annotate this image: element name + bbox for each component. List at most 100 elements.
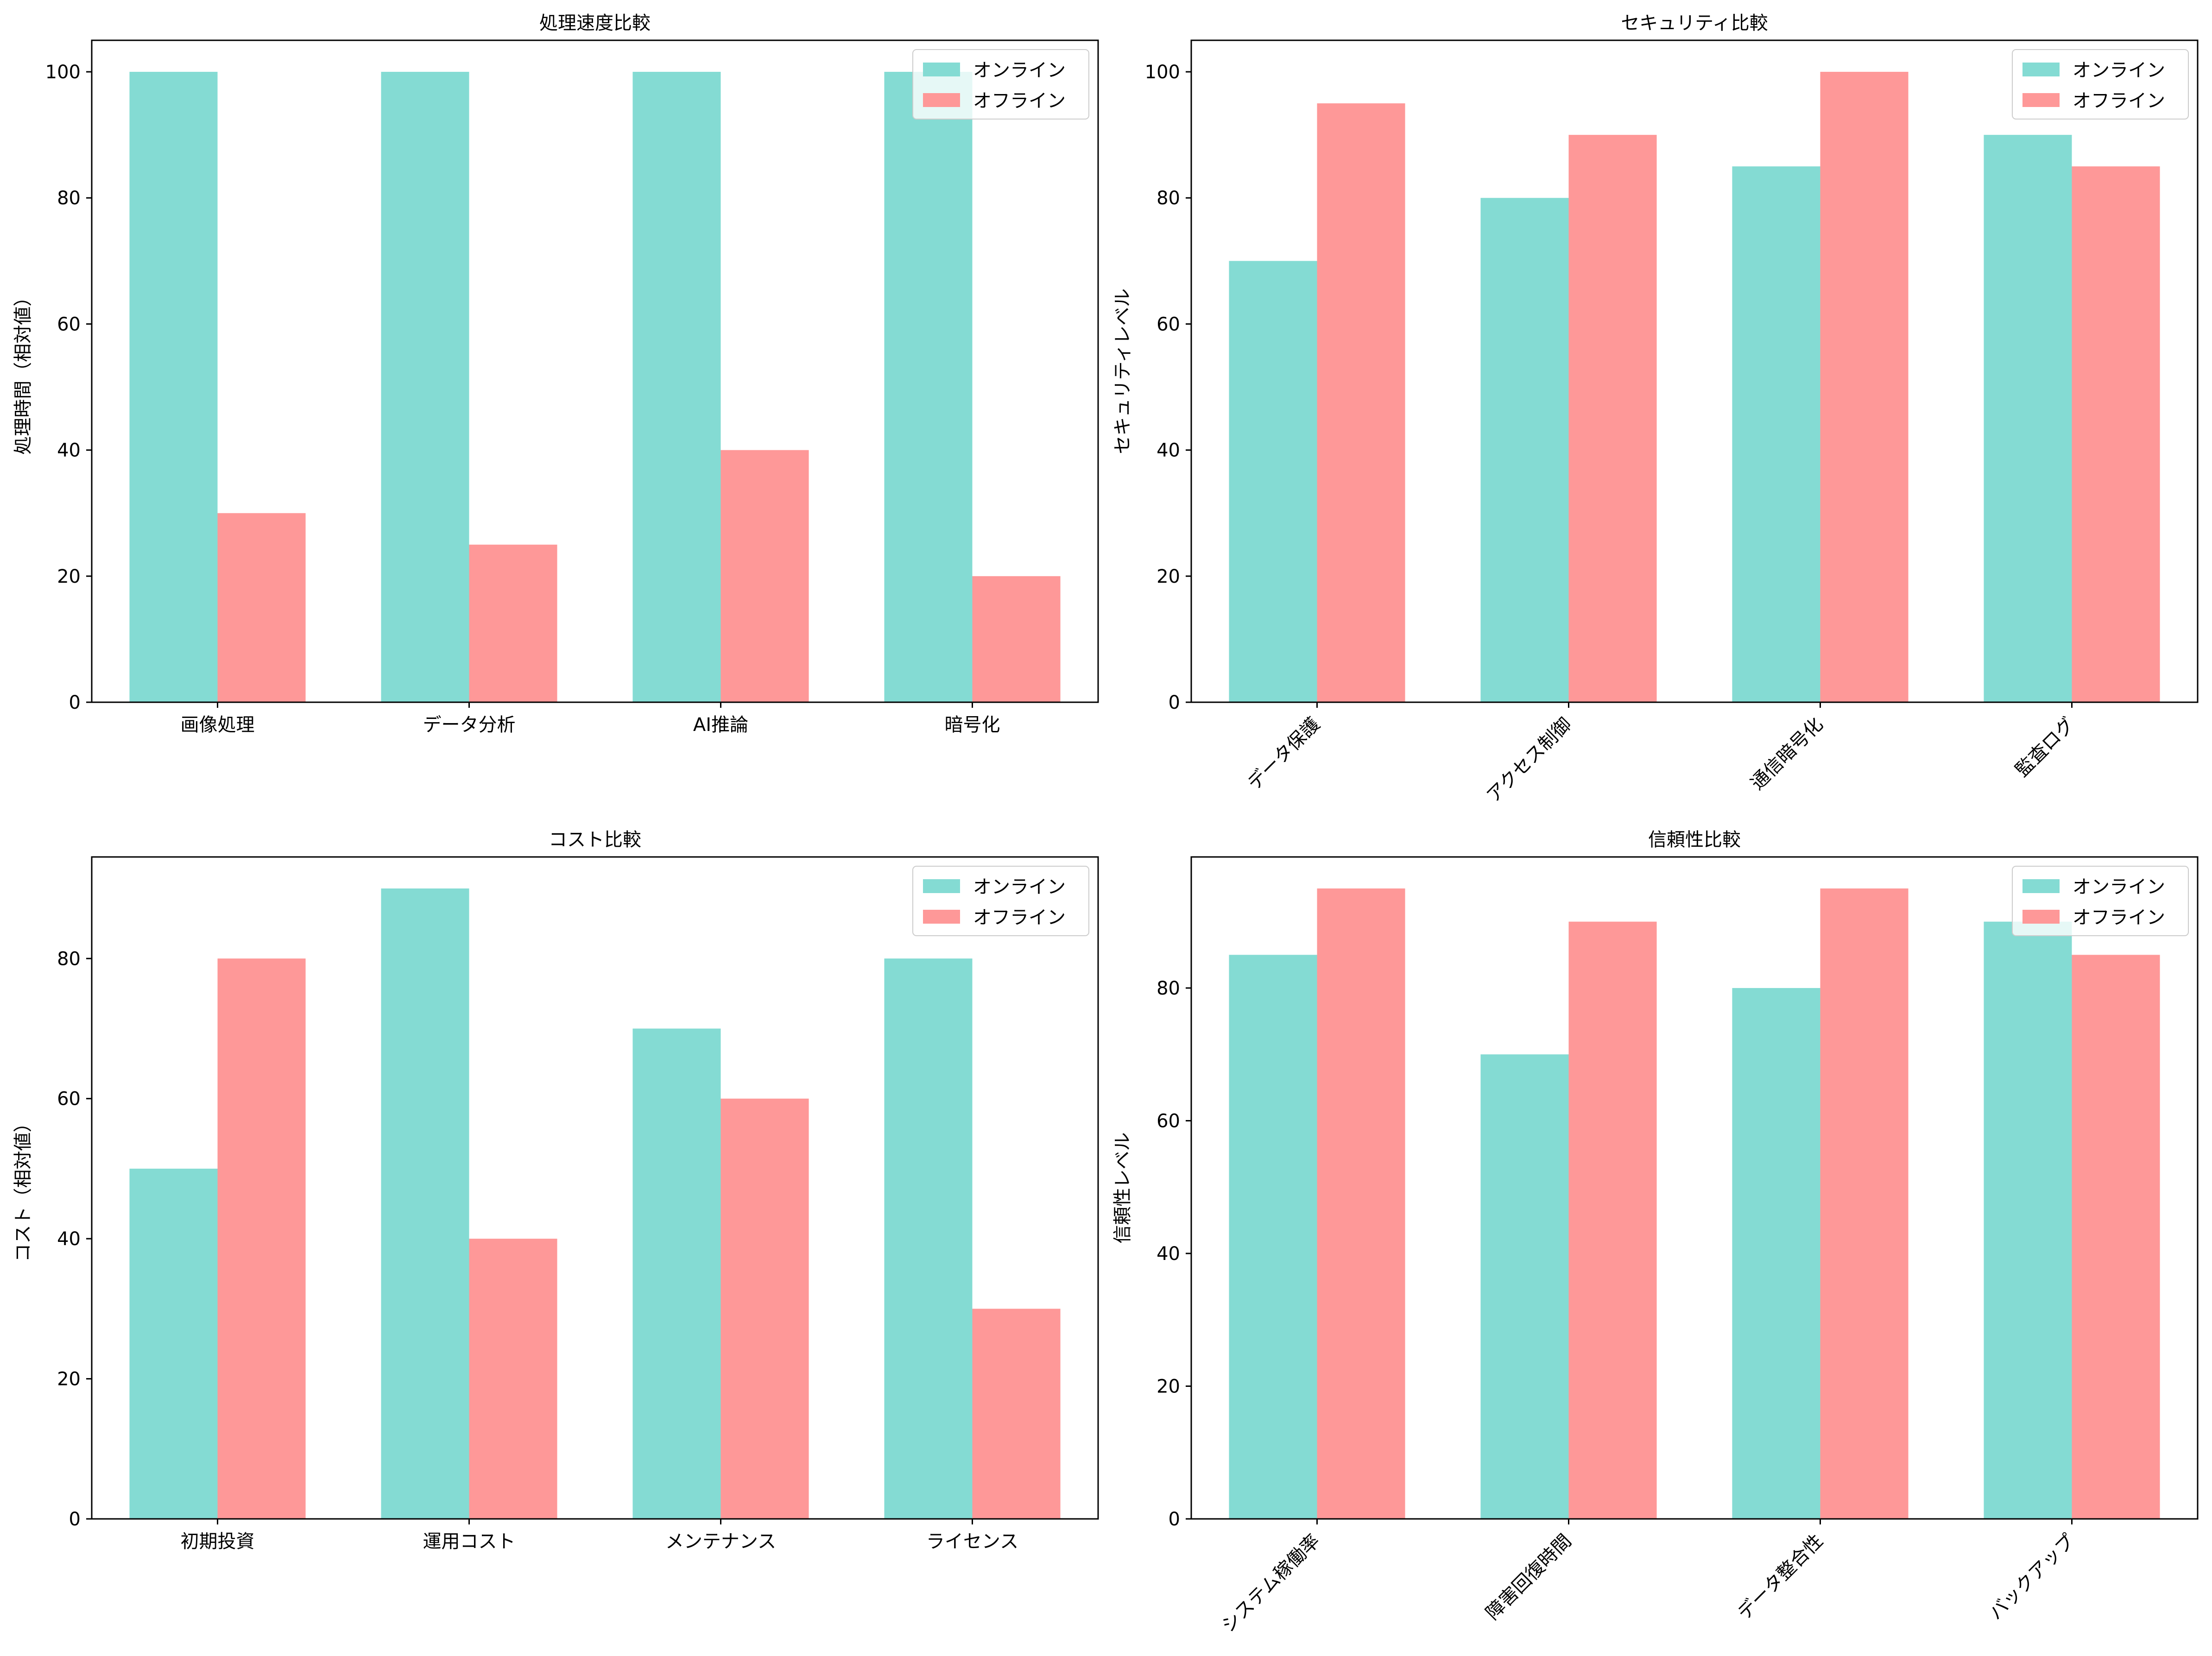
x-tick-label: アクセス制御 xyxy=(1483,714,1576,807)
bar-online-3 xyxy=(1732,166,1820,703)
bar-offline-4 xyxy=(2072,955,2160,1519)
chart-panel-2: 0 20 40 60 80 100 データ保護 アクセス制御 通信暗号化 監査ログ セキュリティ比較… xyxy=(1112,13,2199,807)
legend-swatch-online xyxy=(2022,63,2060,76)
legend-label-online: オンライン xyxy=(2073,60,2165,81)
y-tick-label: 20 xyxy=(57,566,81,587)
x-tick-label: システム稼働率 xyxy=(1218,1530,1324,1637)
axes-frame xyxy=(1190,856,2199,1520)
chart-panel-4: 0 20 40 60 80 システム稼働率 障害回復時間 データ整合性 バックアップ 信頼性比較信… xyxy=(1112,829,2199,1637)
y-tick-label: 80 xyxy=(57,188,81,209)
x-tick-label: 運用コスト xyxy=(423,1531,516,1552)
bar-offline-1 xyxy=(217,958,306,1519)
legend-swatch-online xyxy=(923,879,960,893)
chart-title: 処理速度比較 xyxy=(539,13,651,34)
axes-frame xyxy=(91,39,1099,703)
chart-title: コスト比較 xyxy=(549,829,641,850)
legend-swatch-offline xyxy=(923,93,960,107)
bar-offline-2 xyxy=(1568,921,1657,1519)
y-tick-label: 40 xyxy=(57,440,81,461)
legend-label-online: オンライン xyxy=(2073,876,2165,898)
legend-swatch-online xyxy=(2022,879,2060,893)
bar-offline-3 xyxy=(1820,72,1909,703)
x-tick-label: データ整合性 xyxy=(1733,1530,1827,1624)
bar-online-1 xyxy=(1229,955,1317,1519)
bar-online-3 xyxy=(1732,988,1820,1519)
bar-online-4 xyxy=(1984,135,2072,703)
x-tick-label: 暗号化 xyxy=(945,714,1000,736)
chart-title: 信頼性比較 xyxy=(1648,829,1741,850)
y-tick-label: 60 xyxy=(57,1089,81,1110)
bar-offline-1 xyxy=(217,513,306,702)
y-tick-label: 20 xyxy=(1157,566,1180,587)
bar-online-4 xyxy=(884,958,973,1519)
y-tick-label: 60 xyxy=(1157,1110,1180,1132)
y-tick-label: 40 xyxy=(57,1228,81,1250)
bar-online-4 xyxy=(1984,921,2072,1519)
bar-offline-3 xyxy=(720,450,809,702)
legend-label-offline: オフライン xyxy=(2073,90,2165,112)
y-axis-label: コスト（相対値） xyxy=(13,1114,34,1262)
legend-label-offline: オフライン xyxy=(2073,907,2165,928)
legend-label-offline: オフライン xyxy=(973,907,1066,928)
y-tick-label: 60 xyxy=(57,314,81,335)
bar-offline-3 xyxy=(1820,888,1909,1519)
y-tick-label: 80 xyxy=(1157,978,1180,999)
x-tick-label: データ分析 xyxy=(423,714,516,736)
bar-online-2 xyxy=(1480,1054,1569,1519)
axes-frame xyxy=(91,856,1099,1520)
legend-label-online: オンライン xyxy=(973,876,1066,898)
bar-online-3 xyxy=(632,1028,721,1519)
legend-label-offline: オフライン xyxy=(973,90,1066,112)
y-tick-label: 80 xyxy=(57,948,81,970)
bar-online-1 xyxy=(129,72,218,703)
y-tick-label: 20 xyxy=(1157,1376,1180,1397)
y-tick-label: 0 xyxy=(1169,1509,1180,1530)
chart-panel-3: 0 20 40 60 80 初期投資 運用コスト メンテナンス ライセンス コスト比較コスト（相対… xyxy=(13,829,1099,1552)
legend-swatch-online xyxy=(923,63,960,76)
bar-online-2 xyxy=(381,72,469,703)
x-tick-label: 画像処理 xyxy=(181,714,255,736)
bar-online-3 xyxy=(632,72,721,703)
y-tick-label: 20 xyxy=(57,1369,81,1390)
bar-offline-2 xyxy=(469,544,557,702)
x-tick-label: 監査ログ xyxy=(2011,714,2079,781)
axes-frame xyxy=(1190,39,2199,703)
y-tick-label: 40 xyxy=(1157,440,1180,461)
y-tick-label: 40 xyxy=(1157,1243,1180,1265)
bar-offline-4 xyxy=(2072,166,2160,703)
legend-swatch-offline xyxy=(2022,910,2060,924)
y-tick-label: 0 xyxy=(69,1509,81,1530)
bar-offline-1 xyxy=(1317,103,1405,703)
chart-panel-1: 0 20 40 60 80 100 画像処理 データ分析 AI推論 暗号化 処理速度比較処理時間（相… xyxy=(13,13,1099,736)
x-tick-label: 障害回復時間 xyxy=(1482,1530,1575,1624)
legend-label-online: オンライン xyxy=(973,60,1066,81)
y-axis-label: セキュリティレベル xyxy=(1112,289,1133,454)
y-tick-label: 100 xyxy=(1145,62,1180,83)
bar-online-1 xyxy=(129,1168,218,1519)
x-tick-label: AI推論 xyxy=(693,714,748,736)
bar-offline-2 xyxy=(1568,135,1657,703)
y-tick-label: 80 xyxy=(1157,188,1180,209)
bar-online-2 xyxy=(1480,198,1569,703)
bar-offline-1 xyxy=(1317,888,1405,1519)
y-axis-label: 信頼性レベル xyxy=(1112,1133,1133,1244)
x-tick-label: 通信暗号化 xyxy=(1747,714,1827,794)
bar-offline-3 xyxy=(720,1098,809,1519)
x-tick-label: ライセンス xyxy=(926,1531,1018,1552)
y-tick-label: 60 xyxy=(1157,314,1180,335)
chart-title: セキュリティ比較 xyxy=(1621,13,1768,34)
y-tick-label: 0 xyxy=(1169,692,1180,713)
bar-offline-4 xyxy=(972,1309,1061,1519)
x-tick-label: バックアップ xyxy=(1985,1530,2079,1624)
x-tick-label: 初期投資 xyxy=(181,1531,255,1552)
bar-online-1 xyxy=(1229,261,1317,702)
bar-online-4 xyxy=(884,72,973,703)
y-axis-label: 処理時間（相対値） xyxy=(13,288,34,455)
x-tick-label: メンテナンス xyxy=(665,1531,776,1552)
legend-swatch-offline xyxy=(2022,93,2060,107)
